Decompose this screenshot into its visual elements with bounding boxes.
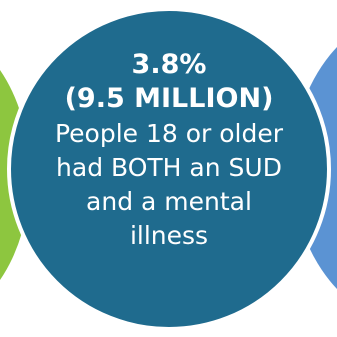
stat-count: (9.5 MILLION)	[64, 83, 274, 114]
stat-percent: 3.8%	[131, 49, 207, 80]
description-line-1: People 18 or older	[54, 119, 284, 148]
description-line-4: illness	[129, 221, 209, 250]
description-line-3: and a mental	[86, 187, 252, 216]
statistic-text-block: 3.8% (9.5 MILLION) People 18 or older ha…	[22, 48, 316, 252]
description-line-2: had BOTH an SUD	[56, 153, 282, 182]
center-statistic-circle	[7, 7, 331, 331]
